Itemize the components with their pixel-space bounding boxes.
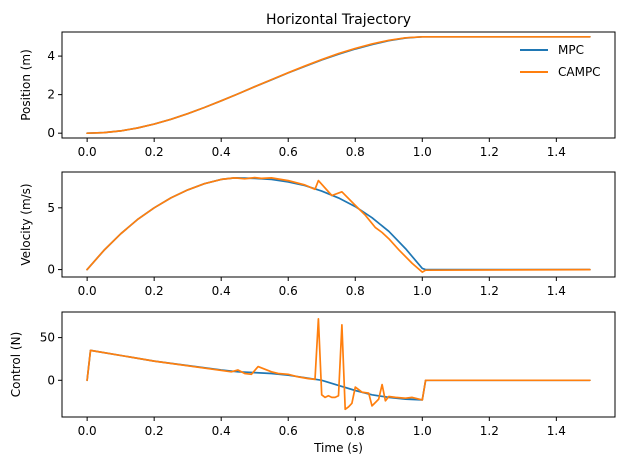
y-axis-label: Velocity (m/s) (19, 183, 33, 265)
legend: MPC CAMPC (520, 43, 601, 79)
x-tick-label: 0.6 (279, 145, 298, 159)
x-tick-label: 0.0 (78, 284, 97, 298)
x-tick-label: 1.2 (480, 145, 499, 159)
x-tick-label: 0.2 (145, 424, 164, 438)
y-tick-label: 0 (47, 126, 55, 140)
axes-frame (61, 171, 616, 278)
x-tick-label: 0.8 (346, 145, 365, 159)
y-tick-label: 0 (47, 263, 55, 277)
x-tick-label: 1.4 (547, 424, 566, 438)
series-line-campc (86, 317, 591, 411)
y-tick-label: 50 (40, 331, 55, 345)
x-tick-label: 0.4 (212, 424, 231, 438)
x-tick-label: 0.4 (212, 284, 231, 298)
x-tick-label: 1.4 (547, 145, 566, 159)
series-line-mpc (86, 177, 591, 271)
axes-frame (61, 31, 616, 139)
series-line-mpc (86, 35, 591, 135)
x-tick-label: 1.0 (413, 284, 432, 298)
x-tick-label: 0.8 (346, 424, 365, 438)
x-tick-label: 1.4 (547, 284, 566, 298)
axes-frame (61, 311, 616, 418)
y-tick-label: 0 (47, 373, 55, 387)
x-tick-label: 0.0 (78, 424, 97, 438)
x-tick-label: 0.2 (145, 145, 164, 159)
x-tick-label: 0.6 (279, 284, 298, 298)
x-tick-label: 0.0 (78, 145, 97, 159)
x-tick-label: 1.2 (480, 424, 499, 438)
x-axis-label: Time (s) (313, 441, 363, 455)
position-subplot: Horizontal Trajectory Position (m) 0.0 0.… (19, 12, 616, 159)
x-tick-label: 1.0 (413, 424, 432, 438)
velocity-subplot: Velocity (m/s) 0.0 0.2 0.4 0.6 0.8 1.0 1.2 1.4 0… (19, 171, 616, 298)
legend-label-campc: CAMPC (558, 65, 601, 79)
x-tick-label: 1.2 (480, 284, 499, 298)
x-tick-label: 0.4 (212, 145, 231, 159)
series-line-campc (86, 176, 591, 273)
y-tick-label: 5 (47, 201, 55, 215)
x-tick-label: 1.0 (413, 145, 432, 159)
y-axis-label: Position (m) (19, 49, 33, 121)
y-tick-label: 4 (47, 49, 55, 63)
y-tick-label: 2 (47, 88, 55, 102)
series-line-campc (86, 35, 591, 135)
x-tick-label: 0.8 (346, 284, 365, 298)
x-tick-label: 0.2 (145, 284, 164, 298)
x-tick-label: 0.6 (279, 424, 298, 438)
chart-title: Horizontal Trajectory (266, 12, 411, 28)
y-axis-label: Control (N) (9, 332, 23, 398)
legend-label-mpc: MPC (558, 43, 584, 57)
control-subplot: Control (N) Time (s) 0.0 0.2 0.4 0.6 0.8 1.0 1… (9, 311, 616, 455)
